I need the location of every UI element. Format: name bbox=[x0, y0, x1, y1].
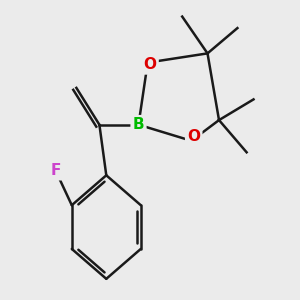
Text: O: O bbox=[187, 129, 200, 144]
Text: O: O bbox=[143, 57, 157, 72]
Text: B: B bbox=[133, 117, 144, 132]
Text: F: F bbox=[50, 163, 61, 178]
